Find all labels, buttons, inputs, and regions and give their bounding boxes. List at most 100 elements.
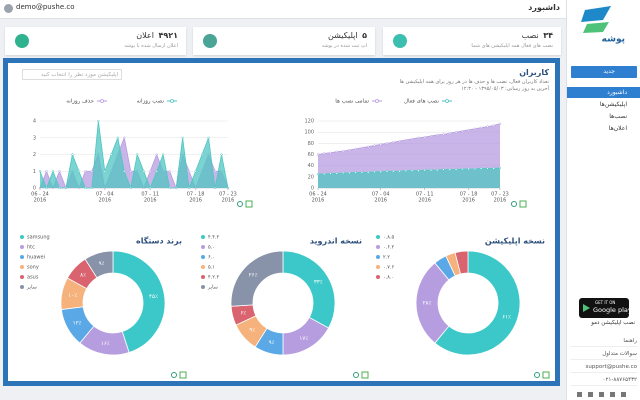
donut-slice — [282, 250, 336, 329]
data-point — [492, 167, 495, 170]
legend-marker — [376, 255, 380, 259]
legend-marker — [20, 275, 24, 279]
x-tick-year: 2016 — [418, 198, 431, 204]
data-point — [410, 137, 414, 141]
app-search[interactable]: اپلیکیشن مورد نظر را انتخاب کنید — [22, 69, 122, 80]
menu-item[interactable]: نصب‌ها — [609, 113, 627, 120]
y-tick-label: 40 — [308, 163, 314, 169]
x-tick-label: 07 - 04 — [96, 192, 114, 198]
x-tick-year: 2016 — [462, 198, 475, 204]
user-email[interactable]: demo@pushe.co — [16, 3, 75, 11]
card-caption: نصب های فعال همه اپلیکیشن های شما — [471, 43, 553, 49]
data-point — [480, 126, 483, 129]
data-point — [385, 170, 389, 173]
chart-title: برند دستگاه — [136, 236, 182, 246]
legend-label: نصب های فعال — [404, 99, 440, 105]
data-point — [417, 136, 420, 139]
x-tick-year: 2016 — [374, 198, 387, 204]
export-icon[interactable] — [245, 200, 253, 208]
help-link[interactable]: راهنما — [571, 336, 637, 347]
data-point — [323, 172, 326, 176]
data-point — [498, 166, 502, 170]
menu-item-active[interactable]: داشبورد — [567, 87, 640, 98]
refresh-icon[interactable] — [237, 201, 243, 207]
data-point — [51, 170, 55, 173]
y-tick-label: 0 — [33, 186, 36, 192]
export-icon[interactable] — [519, 200, 527, 208]
legend-label: ۵.۰ — [208, 245, 215, 251]
slice-label: ۲۶٪ — [249, 272, 258, 278]
faq-link[interactable]: سوالات متداول — [571, 349, 637, 360]
data-point — [155, 153, 158, 156]
phone: ۰۲۱-۸۸۷۶۵۴۳۲ — [571, 375, 637, 386]
x-tick-year: 2016 — [34, 198, 47, 204]
data-point — [90, 170, 94, 173]
data-point — [323, 152, 326, 155]
y-tick-label: 60 — [308, 152, 314, 158]
data-point — [38, 170, 42, 173]
legend-label: ۶.۰ — [208, 255, 215, 261]
refresh-icon[interactable] — [511, 201, 517, 207]
donut-slice — [415, 262, 450, 344]
social-icons[interactable] — [577, 392, 631, 397]
refresh-icons — [171, 200, 550, 379]
legend-label: ۴.۲.۲ — [208, 275, 220, 281]
y-tick-label: 20 — [308, 174, 314, 180]
panel-title: کاربران — [519, 68, 549, 77]
data-point — [90, 186, 94, 190]
data-point — [348, 171, 351, 175]
y-tick-label: 0 — [311, 186, 314, 192]
data-point — [129, 186, 132, 190]
data-point — [410, 169, 414, 172]
refresh-icon[interactable] — [534, 372, 540, 378]
logo-shape — [583, 22, 609, 33]
data-point — [97, 119, 100, 123]
export-icon[interactable] — [542, 371, 550, 379]
legend-label: ۰.۸.۵ — [383, 235, 395, 241]
logo-shape — [581, 6, 611, 22]
new-button[interactable]: جدید — [571, 66, 637, 78]
data-point — [103, 170, 106, 173]
slice-label: ۱۷٪ — [299, 336, 308, 342]
export-icon[interactable] — [361, 371, 369, 379]
legend-marker — [201, 255, 205, 259]
data-point — [316, 172, 320, 176]
data-point — [392, 170, 395, 173]
data-point — [379, 170, 382, 173]
support-email[interactable]: support@pushe.co — [571, 362, 637, 373]
data-point — [77, 170, 81, 173]
demo-app[interactable]: نصب اپلیکیشن دمو — [591, 320, 635, 326]
legend-marker — [445, 99, 449, 103]
menu-item[interactable]: اعلان‌ها — [608, 125, 627, 132]
logo-text: پوشه — [602, 35, 625, 45]
legend-marker — [376, 265, 380, 269]
refresh-icon[interactable] — [171, 372, 177, 378]
export-icon[interactable] — [179, 371, 187, 379]
menu-item[interactable]: اپلیکیشن‌ها — [599, 101, 627, 108]
legend-label: سایر — [207, 285, 218, 291]
data-point — [360, 146, 364, 149]
data-point — [220, 153, 223, 156]
data-point — [45, 170, 48, 173]
user-icon[interactable] — [4, 4, 13, 13]
data-point — [423, 168, 426, 172]
data-point — [213, 186, 217, 190]
card-icon — [203, 34, 217, 48]
data-point — [110, 153, 113, 156]
google-play-badge[interactable]: GET IT ON Google play — [579, 298, 632, 318]
series-line — [39, 120, 229, 190]
card-headline: ۵ اپلیکیشن — [328, 31, 367, 40]
card-icon — [15, 34, 29, 48]
panel-updated: آخرین به روز رسانی: ۱۳۹۵/۰۵/۰۳ - ۱۲:۳۰ — [461, 86, 549, 92]
x-tick-label: 07 - 23 — [219, 192, 237, 198]
data-point — [442, 133, 445, 136]
refresh-icon[interactable] — [353, 372, 359, 378]
badge-store: Google play — [593, 306, 632, 314]
area-fill — [40, 121, 228, 188]
logo[interactable]: پوشه — [581, 6, 627, 46]
data-point — [354, 171, 357, 174]
legend-label: ۵.۱ — [208, 265, 215, 271]
data-point — [461, 129, 464, 133]
